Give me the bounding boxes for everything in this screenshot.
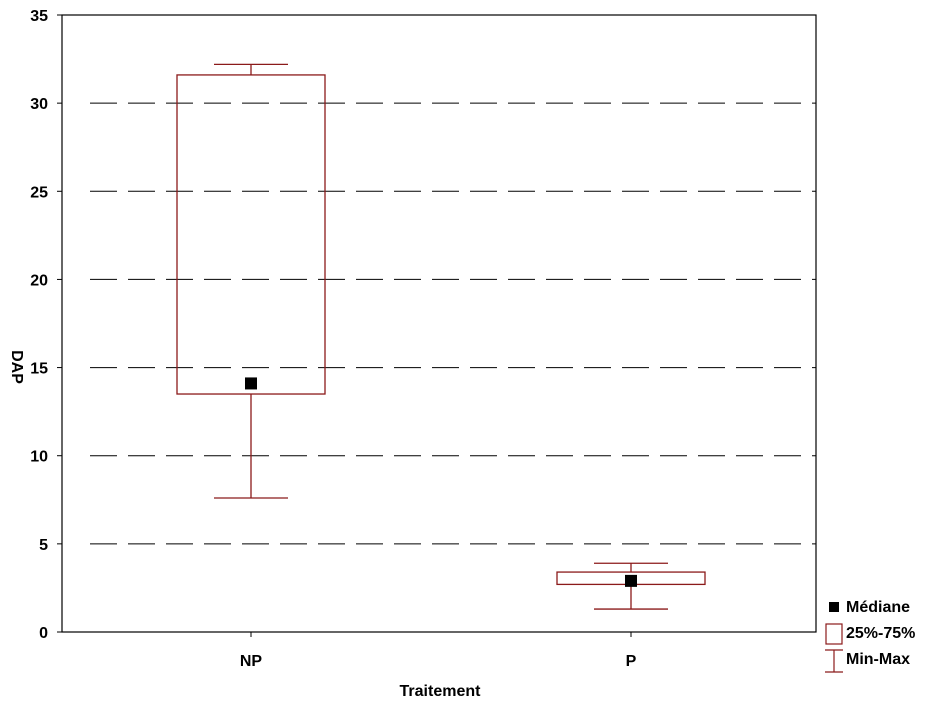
x-axis-ticks: NP P <box>240 632 637 670</box>
legend-median-swatch <box>829 602 839 612</box>
box-series <box>176 63 706 610</box>
legend-box-swatch <box>825 623 843 645</box>
x-tick-label: NP <box>240 653 263 670</box>
gridlines <box>90 102 816 545</box>
y-tick-label: 10 <box>30 449 48 466</box>
legend-item: Médiane <box>829 599 910 616</box>
interquartile-box <box>176 74 326 395</box>
y-tick-label: 15 <box>30 361 48 378</box>
y-tick-label: 35 <box>30 8 48 25</box>
x-axis-title: Traitement <box>400 683 482 700</box>
legend: Médiane 25%-75% Min-Max <box>825 599 915 673</box>
legend-label: 25%-75% <box>846 625 915 642</box>
box-group-p <box>556 562 706 610</box>
y-axis-title: DAP <box>8 350 25 384</box>
median-marker <box>625 574 637 587</box>
median-marker <box>245 377 257 390</box>
legend-item: Min-Max <box>825 649 910 673</box>
y-tick-label: 5 <box>39 537 48 554</box>
plot-area-frame <box>61 14 817 633</box>
y-tick-label: 30 <box>30 96 48 113</box>
legend-item: 25%-75% <box>825 623 915 645</box>
legend-label: Min-Max <box>846 651 910 668</box>
x-tick-label: P <box>626 653 637 670</box>
y-axis-ticks: 0 5 10 15 20 25 30 35 <box>30 8 62 642</box>
legend-label: Médiane <box>846 599 910 616</box>
y-tick-label: 0 <box>39 625 48 642</box>
y-tick-label: 20 <box>30 272 48 289</box>
box-group-np <box>176 63 326 499</box>
y-tick-label: 25 <box>30 184 48 201</box>
